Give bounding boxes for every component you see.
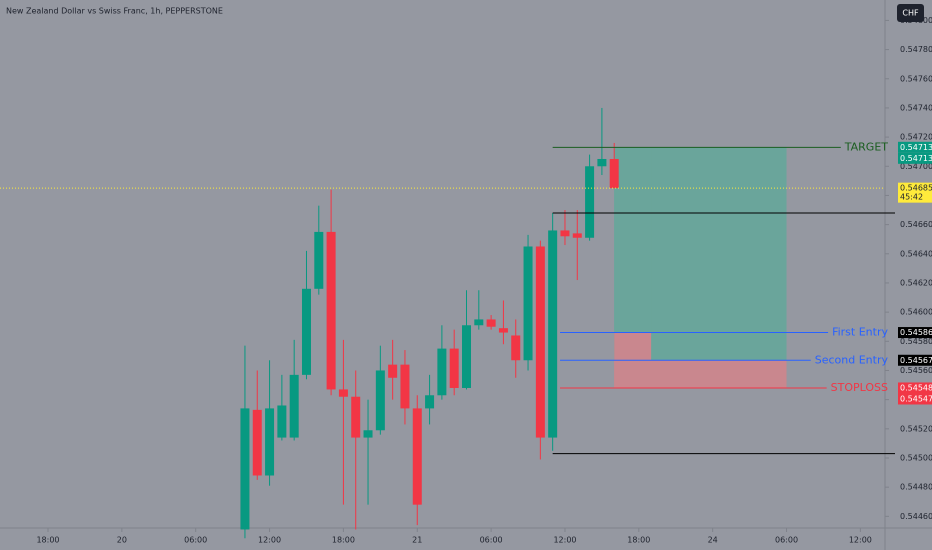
candle-body [511,335,521,361]
candle-body [523,246,533,361]
x-tick-label: 12:00 [553,536,576,545]
price-tag [898,382,932,394]
line-label: Second Entry [815,353,889,366]
price-tag [898,141,932,153]
y-tick-label: 0.54760 [900,74,932,83]
candle-body [400,364,410,409]
candle-body [535,246,545,438]
countdown: 45:42 [900,193,923,202]
candle-body [449,348,459,388]
y-tick-label: 0.54500 [900,453,932,462]
price-tag [898,182,932,203]
x-tick-label: 18:00 [36,536,59,545]
candle-body [498,328,508,333]
candle-body [560,230,570,237]
currency-button[interactable] [897,4,924,22]
y-tick-label: 0.54700 [900,162,932,171]
x-tick-label: 06:00 [184,536,207,545]
candle-body [363,430,373,438]
y-tick-label: 0.54640 [900,249,932,258]
candle-body [277,405,287,438]
line-label: TARGET [844,140,889,153]
y-tick-label: 0.54580 [900,337,932,346]
x-tick-label: 12:00 [849,536,872,545]
x-tick-label: 20 [117,536,127,545]
candle-body [412,408,422,505]
candle-body [425,395,435,409]
price-tag [898,393,932,405]
y-tick-label: 0.54780 [900,45,932,54]
y-tick-label: 0.54480 [900,483,932,492]
x-tick-label: 18:00 [332,536,355,545]
candle-body [351,396,361,438]
candle-body [289,374,299,438]
price-tag [898,327,932,339]
y-tick-label: 0.54720 [900,133,932,142]
price-tag-label: 0.54713 [900,143,932,152]
candle-body [572,233,582,238]
candle-body [265,408,275,476]
candle-body [375,370,385,431]
candle-body [314,231,324,289]
candle-body [301,288,311,375]
line-label: STOPLOSS [831,381,888,394]
y-tick-label: 0.54660 [900,220,932,229]
candle-body [585,166,595,238]
candle-body [474,319,484,326]
y-tick-label: 0.54740 [900,103,932,112]
y-tick-label: 0.54560 [900,366,932,375]
y-tick-label: 0.54520 [900,424,932,433]
price-tag-label: 0.54713 [900,154,932,163]
y-tick-label: 0.54620 [900,278,932,287]
profit-zone [614,147,652,333]
currency-label: CHF [902,9,919,18]
candle-body [609,158,619,189]
price-tag [898,354,932,366]
candle-body [486,319,496,327]
line-label: First Entry [832,326,888,339]
price-tag [898,152,932,164]
candle-body [597,158,607,167]
price-tag-label: 0.54685 [900,184,932,193]
x-tick-label: 06:00 [480,536,503,545]
price-tag-label: 0.54547 [900,394,932,403]
x-tick-label: 12:00 [258,536,281,545]
candle-body [326,231,336,390]
y-tick-label: 0.54460 [900,512,932,521]
x-tick-label: 21 [412,536,422,545]
price-tag-label: 0.54586 [900,328,932,337]
candle-body [388,364,398,378]
candle-body [240,408,250,530]
candle-body [548,230,558,438]
price-tag-label: 0.54567 [900,356,932,365]
y-tick-label: 0.54600 [900,308,932,317]
candle-body [252,409,262,476]
x-tick-label: 18:00 [627,536,650,545]
x-tick-label: 06:00 [775,536,798,545]
candle-body [437,348,447,396]
chart-title: New Zealand Dollar vs Swiss Franc, 1h, P… [6,7,223,16]
candle-body [462,325,472,388]
candle-body [338,389,348,397]
x-tick-label: 24 [708,536,718,545]
price-tag-label: 0.54548 [900,383,932,392]
